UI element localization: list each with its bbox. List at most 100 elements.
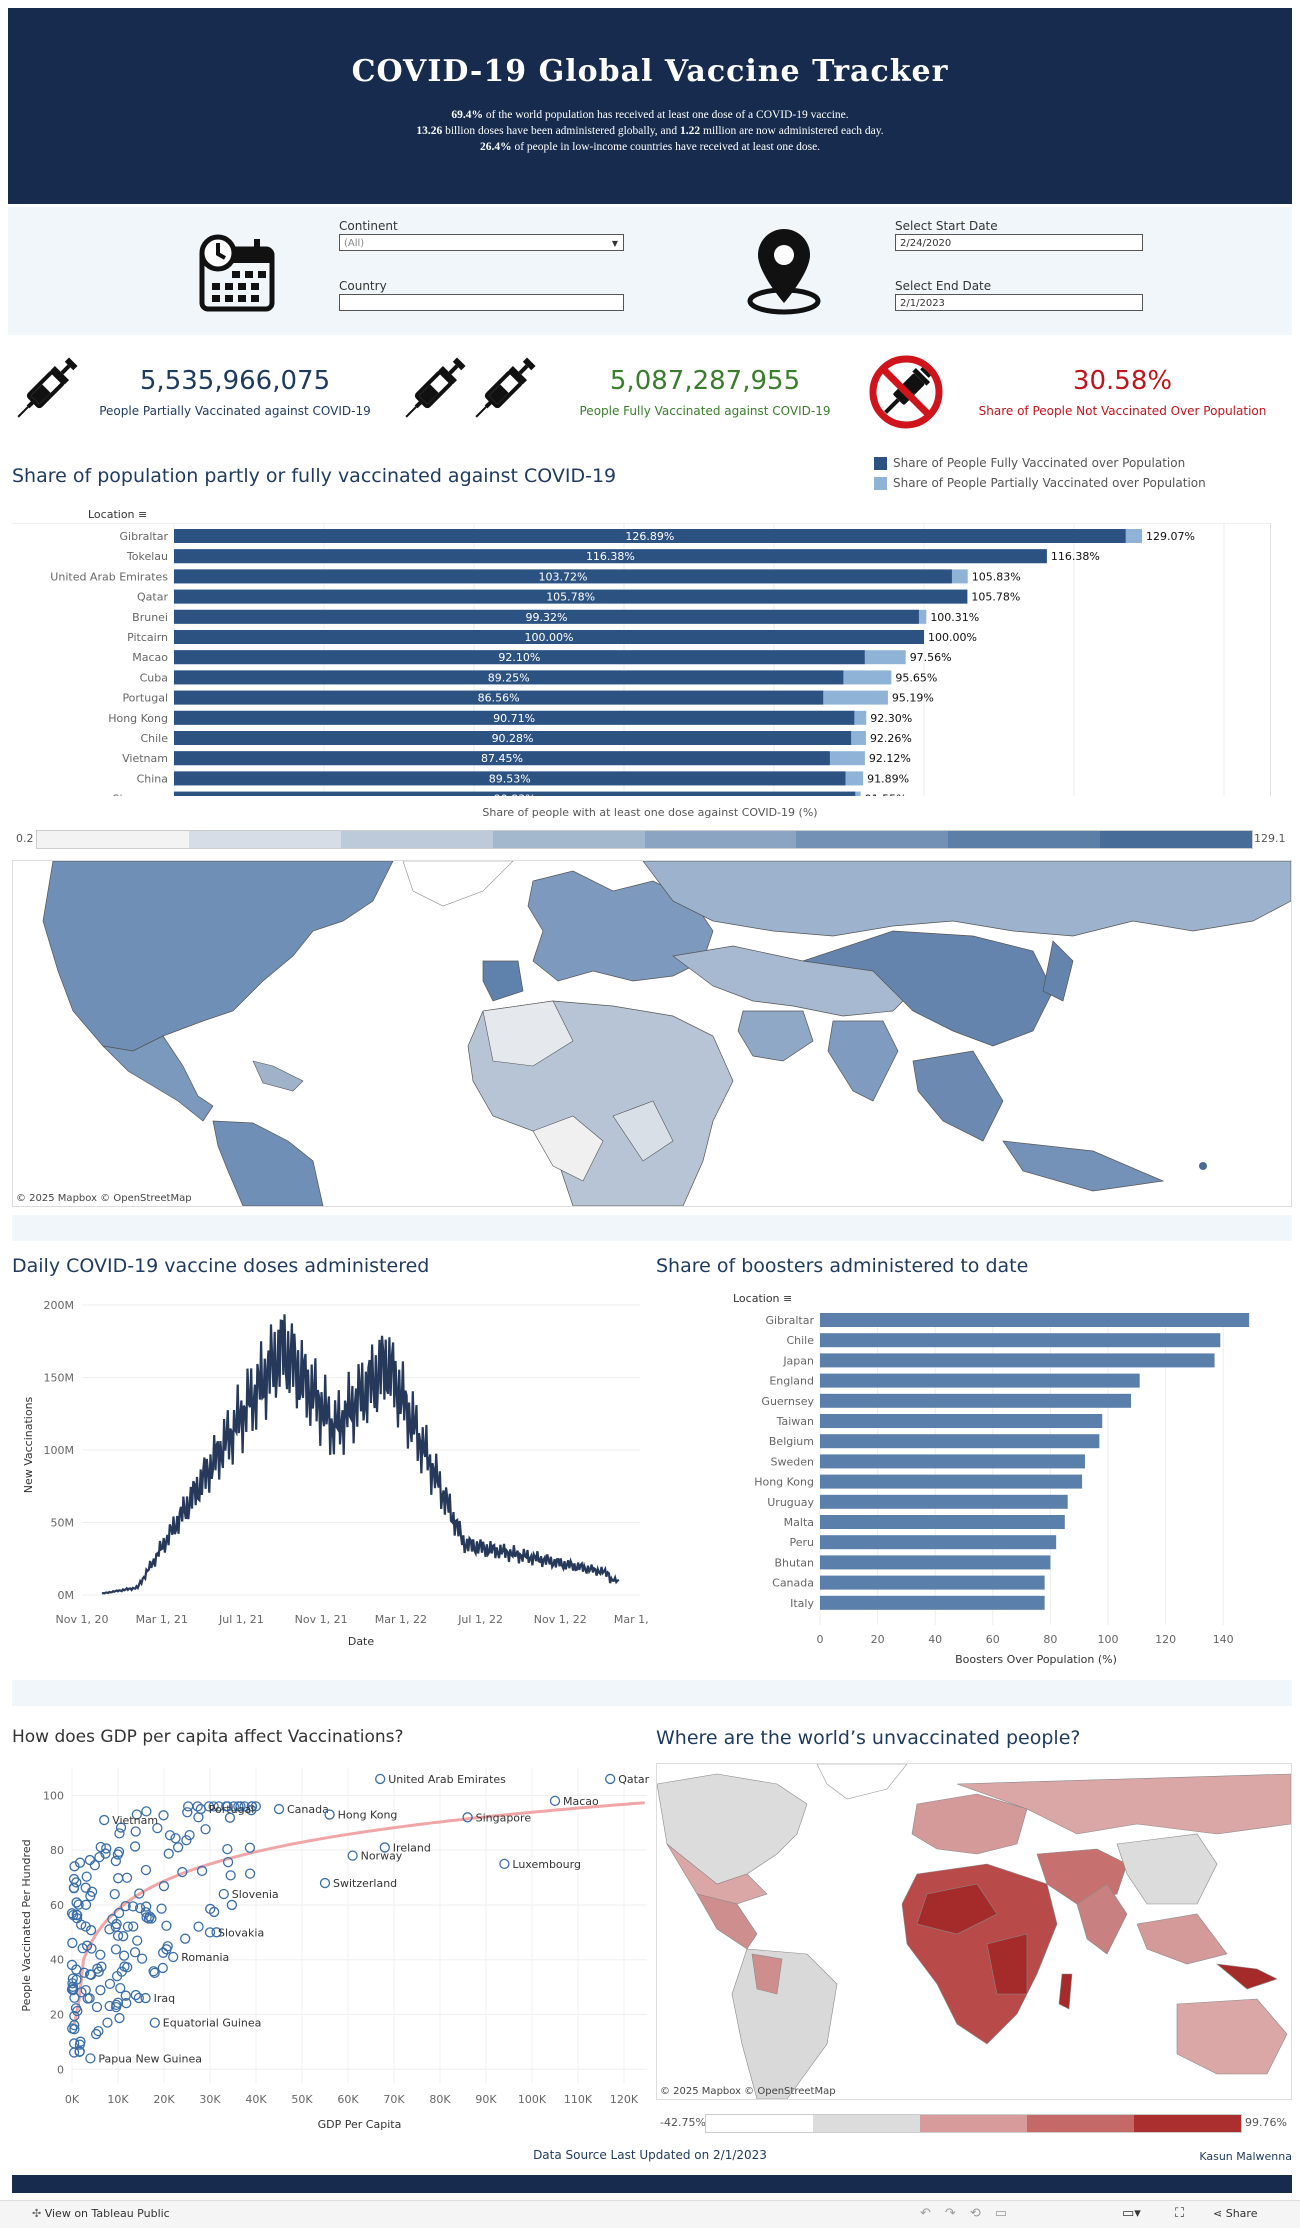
map2-southeast-asia[interactable] — [1136, 1913, 1228, 1965]
legend-step — [706, 2115, 813, 2132]
map2-china[interactable] — [1116, 1833, 1218, 1905]
filter-panel: Continent (All) ▼ Country Select Start D… — [8, 207, 1292, 335]
full-bar — [174, 731, 852, 745]
scatter-point — [119, 1961, 130, 1972]
booster-bar — [820, 1555, 1051, 1570]
scatter-point — [67, 1984, 79, 1996]
map-central-africa[interactable] — [612, 1100, 674, 1162]
map-china[interactable] — [802, 930, 1054, 1047]
map1-legend-max: 129.1 — [1254, 832, 1286, 845]
map2-greenland[interactable] — [816, 1764, 908, 1800]
point-label: Hong Kong — [338, 1809, 398, 1822]
booster-location-header[interactable]: Location ≡ — [733, 1292, 792, 1305]
unvaccinated-world-map[interactable]: © 2025 Mapbox © OpenStreetMap — [656, 1763, 1292, 2100]
map2-papua[interactable] — [1216, 1963, 1278, 1990]
full-bar — [174, 690, 824, 705]
map2-credit: © 2025 Mapbox © OpenStreetMap — [660, 2086, 836, 2097]
total-value-label: 91.89% — [867, 772, 909, 785]
full-value-label: 90.28% — [492, 732, 534, 745]
pause-icon[interactable]: ▭ — [994, 2206, 1022, 2221]
booster-bar — [820, 1393, 1132, 1408]
map2-title: Where are the world’s unvaccinated peopl… — [656, 1727, 1081, 1749]
map-europe[interactable] — [527, 870, 714, 982]
scatter-point — [130, 1826, 141, 1837]
location-label: Qatar — [137, 591, 168, 604]
unvaccinated-map-svg — [657, 1764, 1291, 2099]
labeled-scatter-point — [204, 1927, 216, 1938]
scatter-point — [100, 1848, 111, 1859]
map-greenland[interactable] — [402, 861, 514, 907]
summary-line-1: of the world population has received at … — [482, 109, 849, 121]
x-tick-label: 30K — [199, 2093, 221, 2106]
continent-select[interactable]: (All) ▼ — [339, 234, 624, 251]
scatter-point — [161, 1920, 172, 1931]
country-input[interactable] — [339, 294, 624, 311]
x-tick-label: 80 — [1043, 1633, 1057, 1646]
x-tick-label: Jul 1, 22 — [457, 1613, 503, 1626]
scatter-point — [141, 1901, 152, 1912]
location-label: Macao — [132, 651, 168, 664]
map2-europe[interactable] — [911, 1793, 1028, 1855]
map-mexico[interactable] — [101, 1035, 214, 1122]
start-date-input[interactable]: 2/24/2020 — [895, 234, 1143, 251]
location-header[interactable]: Location ≡ — [88, 508, 147, 521]
share-button[interactable]: ⋖ Share — [1213, 2207, 1257, 2220]
map-north-america[interactable] — [42, 861, 394, 1052]
legend-step — [644, 831, 797, 848]
scatter-point — [132, 1935, 143, 1946]
map2-australia[interactable] — [1176, 1998, 1288, 2075]
labeled-scatter-point — [218, 1888, 229, 1900]
scatter-point — [184, 1830, 195, 1841]
map-indonesia[interactable] — [1002, 1140, 1165, 1192]
redo-icon[interactable]: ↷ — [944, 2206, 970, 2221]
view-on-tableau-link[interactable]: ✣ View on Tableau Public — [32, 2207, 170, 2220]
total-value-label: 92.30% — [870, 712, 912, 725]
map-south-america[interactable] — [212, 1120, 324, 1206]
map2-mexico[interactable] — [696, 1893, 758, 1950]
map-north-africa[interactable] — [482, 1000, 574, 1067]
x-tick-label: 100K — [518, 2093, 547, 2106]
data-source-note: Data Source Last Updated on 2/1/2023 — [533, 2148, 767, 2162]
map2-india[interactable] — [1076, 1883, 1128, 1955]
map2-south-america[interactable] — [731, 1948, 838, 2099]
vaccination-world-map[interactable]: © 2025 Mapbox © OpenStreetMap — [12, 860, 1292, 1207]
map-middle-east[interactable] — [737, 1010, 814, 1062]
map2-east-africa[interactable] — [986, 1933, 1028, 1995]
labeled-scatter-point — [85, 2053, 96, 2064]
x-tick-label: 0K — [65, 2093, 80, 2106]
map2-canada-usa[interactable] — [657, 1773, 808, 1885]
map-southeast-asia[interactable] — [912, 1050, 1004, 1142]
undo-icon[interactable]: ↶ — [920, 2206, 945, 2221]
revert-icon[interactable]: ⟲ — [969, 2206, 995, 2221]
full-bar — [174, 569, 952, 584]
full-value-label: 90.83% — [494, 793, 536, 796]
map-caribbean[interactable] — [252, 1060, 304, 1092]
map-west-africa[interactable] — [532, 1115, 604, 1182]
map-japan[interactable] — [1042, 940, 1074, 1002]
map-russia[interactable] — [642, 861, 1291, 937]
x-tick-label: 40 — [928, 1633, 942, 1646]
device-preview-icon[interactable]: ▭▾ — [1122, 2206, 1141, 2221]
scatter-point — [116, 1966, 127, 1977]
map-island[interactable] — [1199, 1162, 1207, 1170]
map-iberia[interactable] — [482, 960, 524, 1002]
full-bar — [174, 791, 856, 796]
full-value-label: 99.32% — [525, 611, 567, 624]
daily-doses-line — [101, 1314, 620, 1595]
booster-location-label: Taiwan — [776, 1415, 814, 1428]
fullscreen-icon[interactable]: ⛶ — [1175, 2206, 1185, 2221]
legend-step — [492, 831, 645, 848]
location-label: China — [137, 772, 168, 785]
map2-russia[interactable] — [956, 1773, 1291, 1835]
scatter-point — [170, 1833, 181, 1844]
scatter-point — [95, 1985, 106, 1996]
scatter-point — [79, 1967, 90, 1978]
map2-madagascar[interactable] — [1058, 1973, 1073, 2010]
labeled-scatter-point — [375, 1773, 386, 1785]
booster-location-label: Italy — [790, 1597, 814, 1610]
map-india[interactable] — [827, 1020, 899, 1102]
total-value-label: 105.78% — [971, 591, 1020, 604]
map2-colombia[interactable] — [751, 1953, 783, 1995]
map2-sahel[interactable] — [916, 1883, 998, 1935]
end-date-input[interactable]: 2/1/2023 — [895, 294, 1143, 311]
